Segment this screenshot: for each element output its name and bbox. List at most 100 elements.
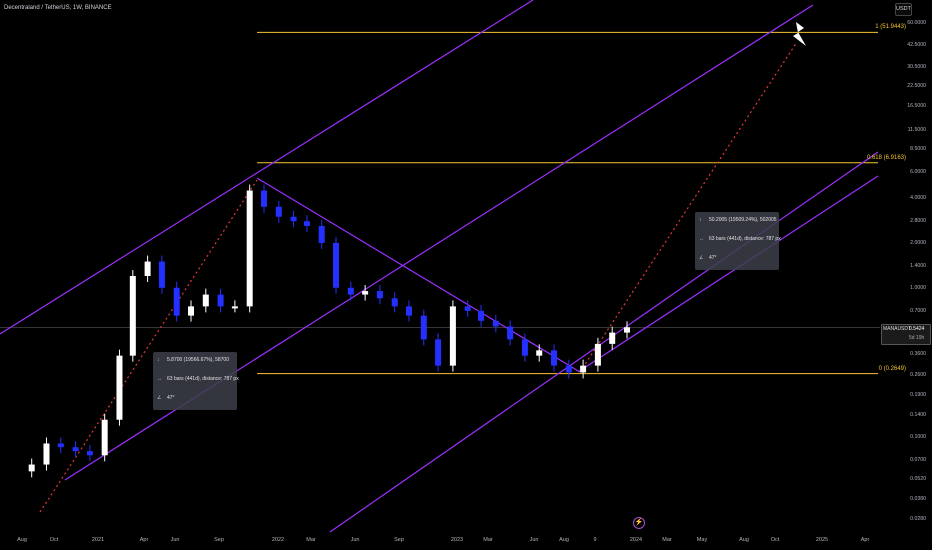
candle-body [376,291,383,299]
candle-body [391,298,398,307]
x-tick-label: 2023 [450,537,464,543]
downtrend-line [256,177,581,373]
y-tick-label: 0.1000 [910,433,926,440]
y-tick-label: 0.0520 [910,475,926,482]
candle-body [86,451,93,456]
candle-body [260,190,267,207]
x-tick-label: 2021 [91,537,105,543]
x-tick-label: Aug [559,537,569,543]
channel-line [0,0,534,335]
fib-level-label: 1 (51.9443) [875,24,906,31]
x-tick-label: Oct [49,537,59,543]
fib-level-label: 0.618 (6.9163) [866,154,906,161]
price-range-icon: ↕ [699,217,702,223]
candle-body [464,306,471,311]
x-tick-label: 2024 [629,537,643,543]
candle-body [521,339,528,356]
y-tick-label: 16.5000 [907,103,926,110]
candle-body [347,287,354,295]
candle-body [609,332,616,344]
y-tick-label: 2.0000 [910,239,926,246]
date-range-icon: ↔ [699,236,704,242]
measure-box-right[interactable]: ↕ 50.2005 (19509.24%), 502005 ↔ 63 bars (4… [695,212,781,270]
x-tick-label: Mar [306,537,316,543]
x-tick-label: Jun [529,537,539,543]
x-tick-label: Mar [483,537,493,543]
candle-body [551,350,558,366]
candle-body [173,287,180,316]
y-tick-label: 1.4000 [910,263,926,270]
x-tick-label: 9 [593,537,597,543]
measure-price: 50.2005 (19509.24%), 502005 [709,217,777,223]
y-tick-label: 0.7000 [910,307,926,314]
x-tick-label: May [696,537,708,543]
price-badge-price: 0.5424 [909,326,925,332]
candle-body [144,261,151,276]
candle-body [580,365,587,373]
candle-body [72,447,79,452]
candle-body [290,216,297,222]
price-badge-countdown: 5d 19h [909,335,925,341]
y-tick-label: 1.0000 [910,284,926,291]
candle-body [246,190,253,307]
y-tick-label: 60.0000 [907,20,926,26]
candle-body [28,464,35,472]
candle-body [420,315,427,340]
channel-line [329,151,879,533]
y-tick-label: 42.5000 [907,42,926,49]
candle-body [116,355,123,420]
candle-body [202,294,209,307]
candle-body [217,294,224,307]
candle-body [57,443,64,448]
x-tick-label: Aug [739,537,749,543]
symbol-title[interactable]: Decentraland / TetherUS, 1W, BINANCE [4,5,112,11]
x-tick-label: Apr [139,537,149,543]
x-tick-label: Oct [770,537,780,543]
x-tick-label: Aug [17,537,27,543]
last-price-badge: MANAUSDT 0.5424 5d 19h [881,324,931,345]
date-range-icon: ↔ [157,376,162,382]
candle-body [362,291,369,295]
price-badge-symbol: MANAUSDT [883,326,912,332]
y-tick-label: 8.5000 [910,146,926,153]
candle-body [565,365,572,373]
projection-path-past [39,179,258,513]
x-tick-label: Jun [170,537,180,543]
measure-price: 5.8700 (19566.67%), 58700 [167,357,229,363]
lightning-bolt-icon [793,22,806,46]
x-tick-label: 2022 [271,537,285,543]
y-tick-label: 0.0280 [910,516,926,522]
y-tick-label: 0.3600 [910,350,926,357]
candle-body [492,320,499,327]
y-tick-label: 30.5000 [907,63,926,70]
measure-bars: 63 bars (441d), distance: 787 px [167,376,239,382]
currency-badge[interactable]: USDT [895,3,912,16]
candle-body [507,326,514,340]
price-range-icon: ↕ [157,357,160,363]
candle-body [333,242,340,288]
x-tick-label: Sep [214,537,224,543]
y-tick-label: 4.0000 [910,195,926,202]
fib-level-label: 0 (0.2649) [878,365,906,372]
candle-body [536,350,543,356]
x-tick-label: 2025 [815,537,829,543]
candle-body [231,306,238,309]
y-tick-label: 0.1900 [910,392,926,399]
y-tick-label: 2.8000 [910,218,926,225]
measure-angle: 47° [167,395,175,401]
measure-box-left[interactable]: ↕ 5.8700 (19566.67%), 58700 ↔ 63 bars (441… [153,352,239,410]
x-tick-label: Mar [662,537,672,543]
candle-body [318,225,325,243]
candle-body [478,310,485,321]
tradingview-logo-icon[interactable]: ⚡ [633,517,645,529]
channel-line [577,175,879,373]
candle-body [594,343,601,366]
y-tick-label: 0.2600 [910,371,926,378]
y-tick-label: 0.1400 [910,411,926,418]
measure-angle: 47° [709,255,717,261]
candle-body [129,275,136,356]
x-tick-label: Apr [860,537,870,543]
candle-body [449,306,456,366]
projection-path-future [579,41,798,373]
